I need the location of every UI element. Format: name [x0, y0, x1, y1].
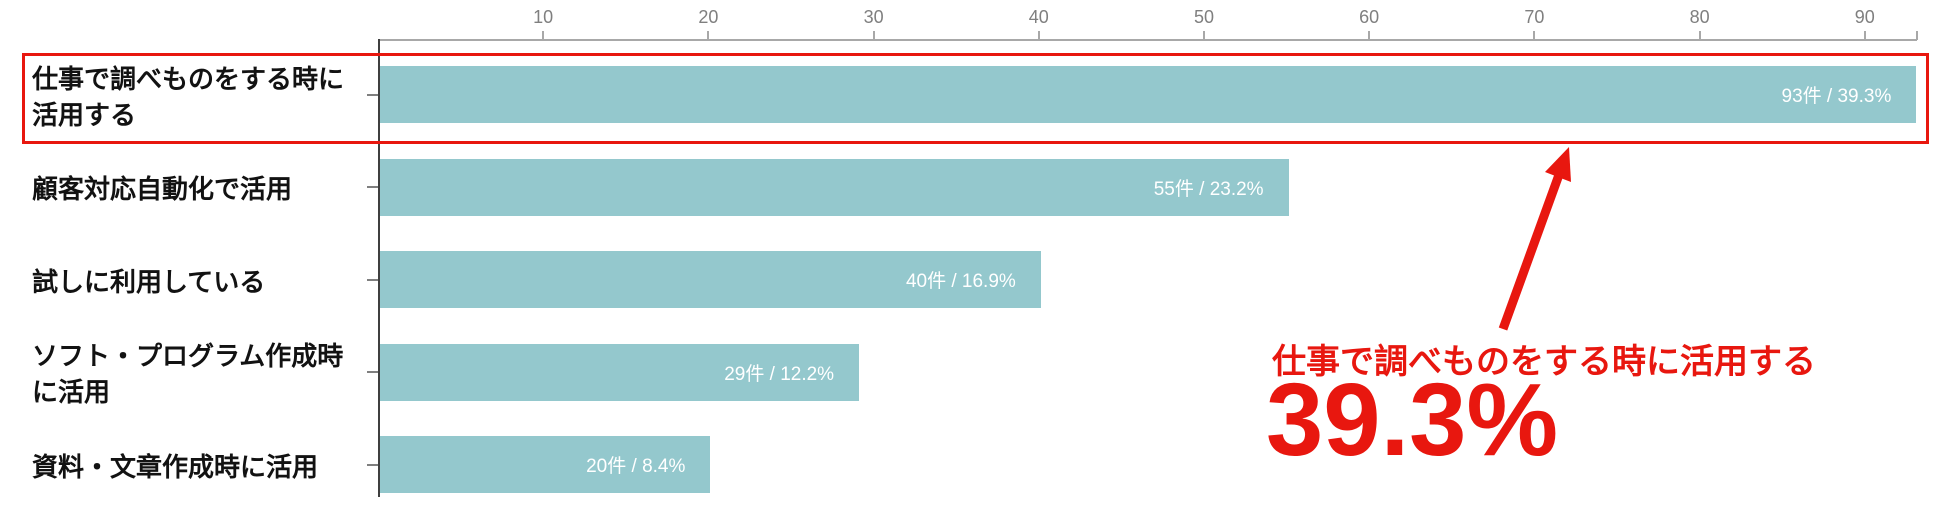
x-axis-tick — [707, 31, 710, 40]
x-axis-end-tick — [1915, 31, 1918, 40]
y-axis-line — [378, 39, 380, 497]
category-label-line: 顧客対応自動化で活用 — [32, 174, 293, 204]
x-axis-line — [378, 39, 1917, 41]
category-label: ソフト・プログラム作成時 に活用 — [32, 338, 343, 410]
bar-value-label: 40件 / 16.9% — [905, 271, 1016, 292]
x-axis-tick-label: 30 — [863, 7, 884, 27]
y-axis-tick — [367, 463, 378, 466]
bar-value-label: 93件 / 39.3% — [1781, 86, 1892, 107]
category-label: 仕事で調べものをする時に 活用する — [32, 61, 344, 133]
arrow-head-icon — [1545, 147, 1571, 182]
x-axis-tick — [1037, 31, 1040, 40]
y-axis-tick — [367, 93, 378, 96]
x-axis-tick — [542, 31, 545, 40]
bar: 29件 / 12.2% — [380, 343, 860, 401]
x-axis-tick-label: 90 — [1854, 7, 1875, 27]
x-axis-tick — [1863, 31, 1866, 40]
x-axis-tick-label: 40 — [1028, 7, 1049, 27]
x-axis-tick — [1698, 31, 1701, 40]
x-axis-tick — [1368, 31, 1371, 40]
bar-value-label: 55件 / 23.2% — [1153, 178, 1264, 200]
category-label: 試しに利用している — [32, 264, 265, 300]
bar-value-label: 20件 / 8.4% — [586, 456, 686, 477]
x-axis-tick-label: 20 — [698, 7, 719, 27]
arrow-shaft — [1498, 170, 1565, 331]
category-label-line: に活用 — [32, 377, 111, 407]
x-axis-tick-label: 50 — [1193, 7, 1215, 27]
bar-value-label: 29件 / 12.2% — [724, 363, 835, 385]
annotation-label: 仕事で調べものをする時に活用する — [1272, 343, 1816, 381]
category-label-line: 資料・文章作成時に活用 — [32, 451, 319, 482]
bar: 40件 / 16.9% — [380, 251, 1041, 308]
x-axis-tick — [872, 31, 875, 40]
x-axis-tick-label: 70 — [1524, 7, 1545, 27]
y-axis-tick — [367, 186, 378, 188]
category-label: 顧客対応自動化で活用 — [32, 171, 292, 207]
x-axis-tick-label: 80 — [1689, 7, 1710, 27]
category-label-line: ソフト・プログラム作成時 — [32, 341, 344, 371]
x-axis-tick — [1533, 31, 1536, 40]
bar: 93件 / 39.3% — [380, 66, 1917, 123]
y-axis-tick — [367, 278, 378, 281]
category-label-line: 活用する — [32, 99, 137, 130]
category-label-line: 試しに利用している — [32, 266, 266, 297]
category-label-line: 仕事で調べものをする時に — [32, 63, 345, 94]
annotation-value: 39.3% — [1266, 362, 1559, 477]
bar: 55件 / 23.2% — [380, 158, 1289, 216]
y-axis-tick — [367, 371, 378, 373]
bar: 20件 / 8.4% — [380, 436, 711, 493]
category-label: 資料・文章作成時に活用 — [32, 449, 318, 485]
highlight-box — [22, 53, 1929, 144]
x-axis-tick — [1203, 31, 1205, 40]
x-axis-tick-label: 60 — [1359, 7, 1380, 27]
x-axis-tick-label: 10 — [533, 7, 554, 27]
